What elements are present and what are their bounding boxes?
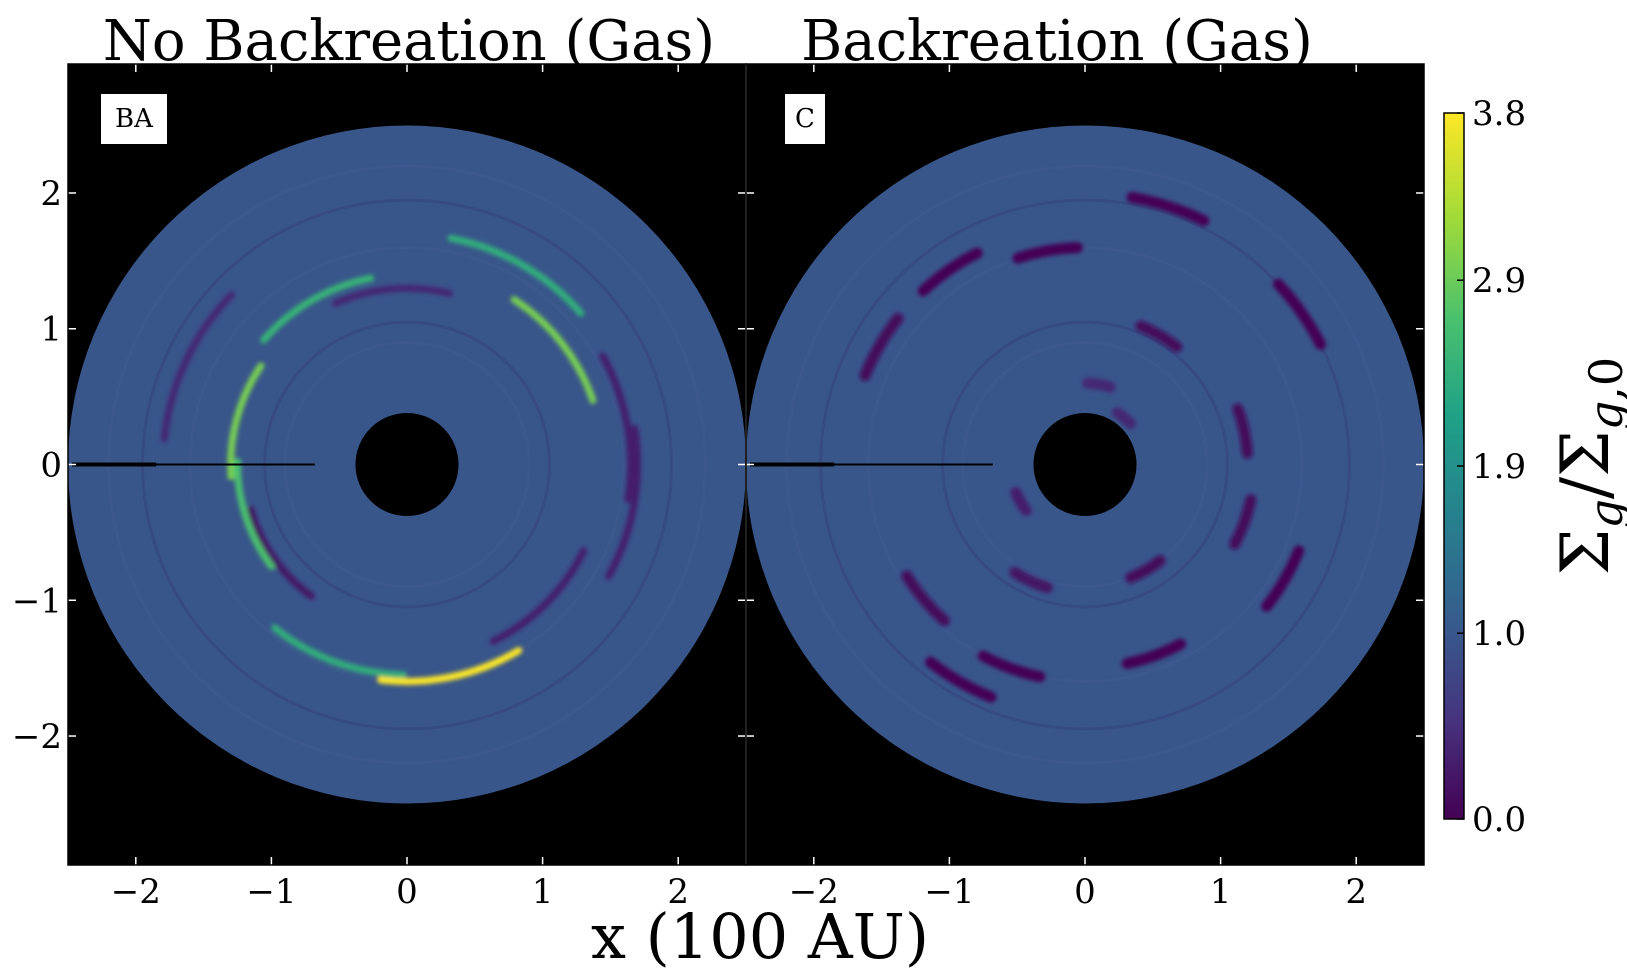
density-feature <box>1111 407 1136 430</box>
density-feature <box>925 656 997 703</box>
y-tick-label: 2 <box>40 174 62 214</box>
y-tick-label: −1 <box>12 581 62 621</box>
density-feature <box>447 234 585 317</box>
density-feature <box>901 570 950 627</box>
density-feature <box>1272 278 1327 350</box>
density-feature <box>1010 486 1032 516</box>
density-feature <box>1232 403 1253 459</box>
density-feature <box>605 424 642 580</box>
x-tick-label: −2 <box>111 872 161 912</box>
density-feature <box>1125 555 1166 584</box>
y-tick-label: −2 <box>12 717 62 757</box>
density-feature <box>331 284 454 307</box>
axes: −2 −1 0 1 2 −2 −1 0 1 2 −2 −1 0 1 2 <box>12 63 1425 912</box>
colorbar-ticks: 0.0 1.0 1.9 2.9 3.8 <box>1457 94 1526 840</box>
inner-hole <box>1033 412 1137 517</box>
x-tick-label: 2 <box>667 872 689 912</box>
panel-label-left-box: BA <box>101 94 167 144</box>
density-feature <box>977 650 1046 683</box>
density-feature <box>1012 242 1083 264</box>
panel-label-right-box: C <box>785 94 825 144</box>
x-tick-label: −1 <box>924 872 974 912</box>
colorbar-tick-label: 0.0 <box>1472 800 1526 840</box>
density-feature <box>1009 567 1053 594</box>
density-feature <box>377 646 523 685</box>
density-feature <box>234 458 276 571</box>
panel-backreaction <box>746 64 1424 865</box>
colorbar-tick-label: 3.8 <box>1472 94 1526 134</box>
colorbar-label: Σg/Σg,0 <box>1547 357 1627 575</box>
x-tick-label: 0 <box>396 872 418 912</box>
x-axis-label: x (100 AU) <box>591 900 929 973</box>
y-tick-label: 0 <box>40 446 62 486</box>
x-tick-label: −1 <box>246 872 296 912</box>
colorbar-tick-label: 1.9 <box>1472 447 1526 487</box>
density-feature <box>859 312 904 382</box>
colorbar-tick-label: 1.0 <box>1472 614 1526 654</box>
density-feature <box>1229 494 1257 550</box>
density-feature <box>1261 545 1305 612</box>
panel-no-backreaction <box>68 64 746 865</box>
panel-frame <box>745 63 1425 866</box>
density-feature <box>917 247 983 297</box>
density-feature <box>1135 320 1183 353</box>
x-tick-label: 0 <box>1074 872 1096 912</box>
panel-label-left: BA <box>115 104 154 134</box>
density-feature <box>160 291 235 443</box>
density-feature <box>1082 377 1116 393</box>
panel-label-right: C <box>795 104 815 134</box>
density-feature <box>599 352 635 504</box>
inner-hole <box>355 412 459 517</box>
x-tick-label: 1 <box>1210 872 1232 912</box>
density-feature <box>247 505 315 600</box>
density-feature <box>510 296 597 404</box>
x-tick-label: −2 <box>789 872 839 912</box>
colorbar-tick-label: 2.9 <box>1472 261 1526 301</box>
y-tick-label: 1 <box>40 310 62 350</box>
density-feature <box>271 624 407 679</box>
density-feature <box>260 274 375 344</box>
density-feature <box>1121 638 1186 669</box>
x-tick-label: 2 <box>1345 872 1367 912</box>
panel-title-right: Backreation (Gas) <box>801 9 1313 74</box>
x-tick-label: 1 <box>532 872 554 912</box>
panel-title-left: No Backreation (Gas) <box>103 9 715 74</box>
density-feature <box>489 547 588 645</box>
density-feature <box>1126 191 1210 227</box>
